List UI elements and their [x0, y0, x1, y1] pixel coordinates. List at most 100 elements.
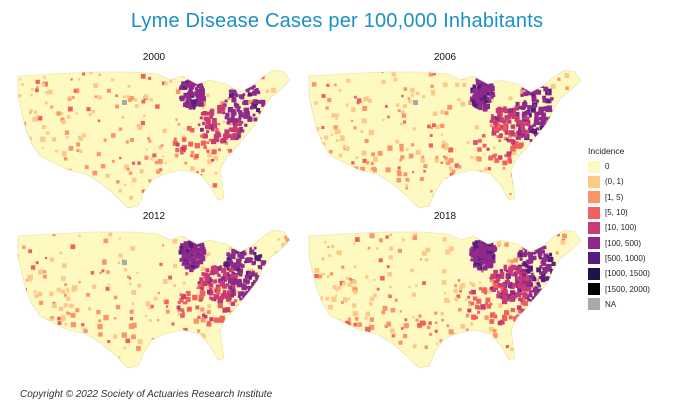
county-cell [200, 249, 207, 255]
county-cell [552, 114, 558, 120]
county-cell [207, 152, 213, 158]
county-cell [504, 242, 509, 247]
county-cell [242, 243, 246, 247]
county-cell [509, 297, 515, 302]
county-cell [284, 235, 289, 240]
county-cell [182, 73, 187, 78]
county-cell [197, 123, 201, 127]
county-cell [284, 179, 289, 184]
county-cell [347, 336, 352, 341]
county-cell [328, 254, 332, 258]
county-cell [84, 329, 88, 333]
county-cell [507, 156, 512, 160]
county-cell [18, 173, 19, 177]
county-cell [352, 361, 356, 364]
county-cell [507, 134, 512, 139]
county-cell [390, 347, 394, 352]
county-cell [247, 92, 253, 97]
county-cell [376, 337, 379, 340]
county-cell [346, 78, 351, 83]
county-cell [194, 153, 199, 159]
county-cell [518, 128, 521, 131]
county-cell [107, 340, 111, 344]
county-cell [470, 347, 474, 351]
county-cell [540, 273, 546, 279]
county-cell [489, 124, 493, 128]
county-cell [329, 185, 332, 188]
county-cell [64, 171, 67, 174]
county-cell [430, 126, 433, 130]
county-cell [537, 242, 542, 246]
county-cell [542, 98, 548, 103]
county-cell [389, 246, 394, 251]
county-cell [487, 167, 492, 171]
county-cell [574, 191, 578, 195]
county-cell [471, 248, 476, 253]
county-cell [525, 259, 531, 265]
county-cell [516, 130, 522, 136]
county-cell [239, 94, 244, 99]
county-cell [405, 187, 408, 190]
county-cell [487, 253, 491, 257]
county-cell [487, 98, 492, 104]
county-cell [531, 87, 534, 90]
county-cell [289, 300, 290, 306]
county-cell [440, 161, 443, 164]
county-cell [515, 280, 520, 285]
county-cell [341, 281, 346, 286]
county-cell [30, 265, 36, 270]
county-cell [528, 113, 532, 117]
county-cell [527, 83, 531, 86]
county-cell [474, 304, 480, 310]
county-cell [408, 285, 411, 289]
county-cell [89, 70, 93, 75]
county-cell [576, 151, 579, 154]
county-cell [540, 131, 545, 135]
county-cell [33, 290, 37, 294]
county-cell [133, 98, 138, 102]
county-cell [515, 141, 519, 144]
county-cell [231, 248, 237, 255]
county-cell [177, 312, 181, 316]
county-cell [211, 127, 215, 132]
county-cell [525, 111, 530, 116]
county-cell [493, 153, 498, 157]
county-cell [23, 210, 27, 214]
county-cell [70, 312, 76, 318]
county-cell [245, 302, 248, 305]
county-cell [245, 158, 249, 162]
county-cell [269, 332, 275, 338]
county-cell [397, 169, 401, 174]
county-cell [211, 158, 214, 162]
county-cell [523, 92, 527, 96]
county-cell [521, 272, 526, 277]
county-cell [381, 310, 386, 315]
county-cell [321, 93, 326, 98]
county-cell [365, 160, 370, 165]
county-cell [274, 357, 277, 360]
county-cell [478, 97, 483, 102]
county-cell [511, 143, 518, 149]
county-cell [117, 355, 121, 359]
county-cell [179, 196, 183, 200]
county-cell [567, 97, 573, 102]
county-cell [405, 184, 409, 187]
county-cell [79, 149, 83, 154]
county-cell [221, 267, 227, 274]
county-cell [415, 284, 418, 288]
county-cell [500, 119, 505, 123]
county-cell [194, 143, 200, 149]
county-cell [266, 124, 271, 129]
county-cell [129, 195, 134, 200]
county-cell [496, 123, 501, 128]
county-cell [521, 268, 525, 273]
county-cell [457, 279, 461, 282]
county-cell [445, 249, 451, 255]
county-cell [160, 144, 164, 147]
county-cell [144, 314, 148, 318]
county-cell [219, 317, 225, 323]
county-cell [576, 326, 581, 331]
county-cell [504, 115, 509, 120]
county-cell [430, 190, 433, 193]
county-cell [579, 249, 581, 252]
